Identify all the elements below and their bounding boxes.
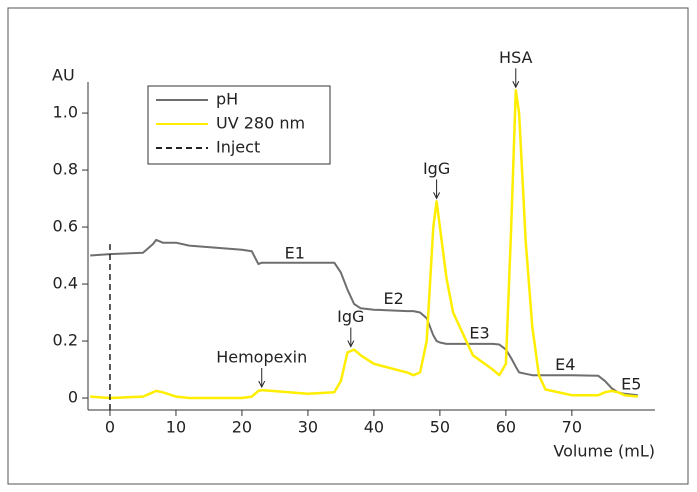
y-tick-label: 0.6 (53, 217, 78, 236)
series-line (90, 89, 638, 400)
x-axis-label: Volume (mL) (553, 442, 655, 461)
legend-label: Inject (216, 138, 260, 157)
y-tick-label: 0 (68, 388, 78, 407)
y-tick-label: 0.4 (53, 274, 78, 293)
frame (7, 7, 689, 485)
annotation: E2 (384, 289, 404, 308)
arrow-head (347, 340, 355, 348)
x-tick-label: 0 (105, 418, 115, 437)
arrow-head (258, 380, 266, 389)
y-tick-label: 0.2 (53, 331, 78, 350)
annotation: E3 (469, 323, 489, 342)
annotation: IgG (337, 307, 364, 326)
annotation: IgG (423, 159, 450, 178)
x-tick-label: 60 (496, 418, 516, 437)
legend-label: UV 280 nm (216, 114, 305, 133)
x-tick-label: 20 (232, 418, 252, 437)
x-tick-label: 40 (364, 418, 384, 437)
y-axis-label: AU (52, 66, 75, 85)
x-tick-label: 50 (430, 418, 450, 437)
x-tick-label: 30 (298, 418, 318, 437)
arrow-head (433, 192, 441, 200)
arrow-head (512, 81, 520, 89)
annotation: E5 (621, 375, 641, 394)
annotation: HSA (499, 48, 532, 67)
x-tick-label: 70 (562, 418, 582, 437)
annotation: E1 (285, 244, 305, 263)
legend-label: pH (216, 90, 238, 109)
annotation: E4 (555, 355, 575, 374)
x-tick-label: 10 (166, 418, 186, 437)
annotation: Hemopexin (216, 348, 307, 367)
y-tick-label: 0.8 (53, 160, 78, 179)
series-line (90, 238, 638, 397)
y-tick-label: 1.0 (53, 103, 78, 122)
